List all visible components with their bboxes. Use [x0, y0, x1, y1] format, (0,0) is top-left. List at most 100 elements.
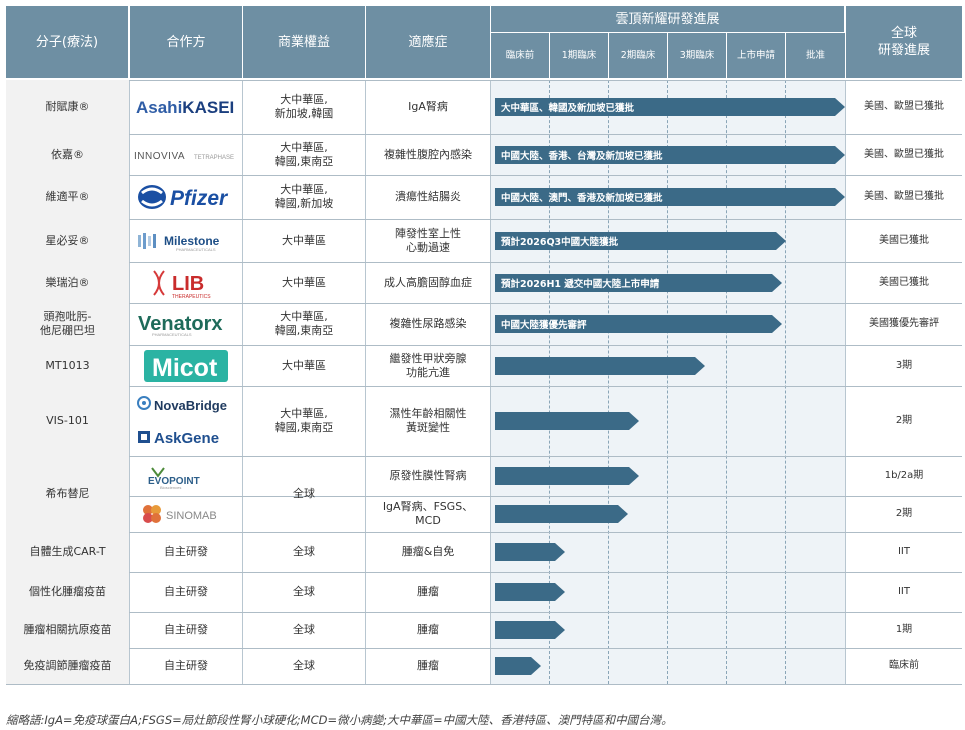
progress-arrowhead: [835, 145, 845, 164]
progress-bar: [495, 657, 531, 675]
row-indication: 複雜性尿路感染: [389, 317, 467, 330]
progress-arrowhead: [555, 543, 565, 561]
stage-divider: [726, 80, 727, 684]
progress-arrowhead: [772, 315, 782, 333]
row-molecule: 頭孢吡肟- 他尼硼巴坦: [6, 303, 129, 345]
row-partner: 自主研發: [164, 585, 208, 598]
progress-arrowhead: [776, 231, 786, 250]
row-indication: 濕性年齡相關性 黃斑變性: [389, 407, 467, 434]
svg-text:Micot: Micot: [152, 354, 218, 382]
progress-bar: [495, 467, 629, 485]
row-divider: [6, 572, 962, 573]
progress-bar: [495, 621, 555, 639]
micot-logo: Micot: [132, 345, 239, 386]
stage-divider: [549, 80, 550, 684]
row-molecule: MT1013: [6, 345, 129, 386]
progress-bar: [495, 543, 555, 561]
row-molecule: VIS-101: [6, 386, 129, 456]
row-molecule: 維適平®: [6, 175, 129, 219]
row-indication: IgA腎病、FSGS、 MCD: [382, 500, 474, 527]
row-indication: 潰瘍性結腸炎: [395, 190, 461, 203]
header-stage-3: 3期臨床: [668, 33, 726, 78]
pfizer-logo: Pfizer: [132, 175, 239, 219]
header-partner: 合作方: [130, 6, 242, 78]
sinomab-logo: SINOMAB: [132, 496, 239, 532]
row-global: 美國已獲批: [879, 234, 929, 246]
novabridge-askgene-logo: NovaBridge AskGene: [132, 388, 239, 454]
svg-text:NovaBridge: NovaBridge: [154, 398, 227, 413]
progress-arrowhead: [555, 621, 565, 639]
milestone-logo: Milestone PHARMACEUTICALS: [132, 219, 239, 262]
row-divider: [6, 262, 962, 263]
header-stage-5: 批准: [786, 33, 845, 78]
row-global: 臨床前: [889, 660, 919, 671]
column-divider: [365, 80, 366, 684]
row-global: 2期: [895, 415, 913, 426]
stage-divider: [608, 80, 609, 684]
row-rights: 大中華區, 韓國,東南亞: [274, 407, 334, 434]
svg-text:INNOVIVA: INNOVIVA: [134, 151, 185, 162]
row-global: 3期: [895, 359, 913, 371]
row-rights: 大中華區: [282, 233, 326, 247]
row-molecule: 希布替尼: [6, 456, 129, 532]
row-indication: 複雜性腹腔內感染: [384, 147, 472, 161]
progress-arrowhead: [531, 657, 541, 675]
column-divider: [490, 80, 491, 684]
row-indication: 繼發性甲狀旁腺 功能亢進: [389, 351, 467, 379]
progress-bar: [495, 505, 618, 523]
row-indication: 陣發性室上性 心動過速: [395, 226, 461, 254]
progress-bar: 預計2026H1 遞交中國大陸上市申請: [495, 273, 772, 292]
row-rights: 全球: [293, 623, 315, 636]
row-rights: 大中華區, 韓國,東南亞: [274, 310, 334, 337]
progress-arrowhead: [629, 467, 639, 485]
row-partner: 自主研發: [164, 659, 208, 672]
progress-arrowhead: [772, 273, 782, 292]
progress-bar: [495, 583, 555, 601]
row-divider: [6, 134, 962, 135]
svg-text:TETRAPHASE: TETRAPHASE: [194, 155, 234, 161]
row-rights: 大中華區: [282, 358, 326, 372]
svg-text:PHARMACEUTICALS: PHARMACEUTICALS: [152, 332, 192, 337]
header-stage-1: 1期臨床: [550, 33, 608, 78]
row-indication: 腫瘤&自免: [401, 545, 455, 558]
row-divider: [6, 648, 962, 649]
header-stage-4: 上市申請: [727, 33, 785, 78]
svg-text:Pfizer: Pfizer: [170, 187, 229, 210]
progress-arrowhead: [618, 505, 628, 523]
row-molecule: 依嘉®: [6, 134, 129, 175]
asahi-kasei-logo: AsahiKASEI: [132, 80, 239, 134]
row-rights: 大中華區, 韓國,新加坡: [274, 183, 334, 210]
footnote: 縮略語:IgA=免疫球蛋白A;FSGS=局灶節段性腎小球硬化;MCD=微小病變;…: [6, 713, 673, 727]
row-indication: 原發性膜性腎病: [389, 469, 467, 482]
row-global: 2期: [895, 508, 913, 519]
progress-arrowhead: [835, 98, 845, 116]
progress-arrowhead: [629, 412, 639, 430]
progress-arrowhead: [695, 356, 705, 375]
row-molecule: 星必妥®: [6, 219, 129, 262]
row-indication: 腫瘤: [417, 623, 439, 636]
row-global: 1期: [895, 624, 913, 635]
svg-text:THERAPEUTICS: THERAPEUTICS: [172, 294, 211, 300]
row-molecule: 個性化腫瘤疫苗: [6, 572, 129, 612]
row-divider: [6, 175, 962, 176]
svg-text:PHARMACEUTICALS: PHARMACEUTICALS: [176, 247, 216, 252]
row-global: 美國、歐盟已獲批: [864, 148, 944, 160]
row-rights: 全球: [293, 585, 315, 598]
progress-bar: 中國大陸、香港、台灣及新加坡已獲批: [495, 145, 835, 164]
row-indication: 腫瘤: [417, 659, 439, 672]
row-rights: 大中華區, 韓國,東南亞: [274, 140, 334, 168]
column-divider: [242, 80, 243, 684]
progress-arrowhead: [555, 583, 565, 601]
progress-bar: 大中華區、韓國及新加坡已獲批: [495, 98, 835, 116]
header-indication: 適應症: [366, 6, 490, 78]
row-rights: 全球: [293, 659, 315, 672]
row-divider: [6, 345, 962, 346]
header-global: 全球 研發進展: [846, 6, 962, 78]
row-molecule: 免疫調節腫瘤疫苗: [6, 648, 129, 684]
svg-text:Milestone: Milestone: [164, 234, 220, 248]
lib-logo: LIB THERAPEUTICS: [132, 262, 239, 303]
row-global: 1b/2a期: [884, 470, 924, 481]
row-divider: [6, 456, 962, 457]
row-divider: [6, 386, 962, 387]
